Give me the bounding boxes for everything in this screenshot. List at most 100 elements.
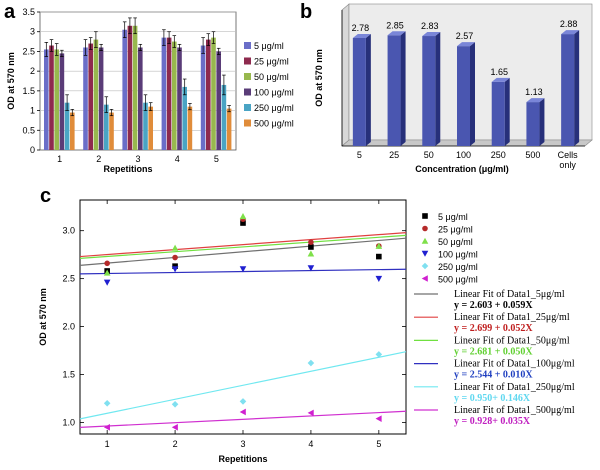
y-tick-label-a: 1.5 <box>22 86 35 96</box>
legend-marker-c <box>421 275 428 282</box>
bar-a <box>177 47 182 150</box>
data-point-c <box>375 275 383 282</box>
legend-fit-equation-c: y = 2.699 + 0.052X <box>454 323 533 334</box>
value-label-b: 1.65 <box>490 67 508 77</box>
x-tick-label-a: 3 <box>135 154 140 164</box>
bar-a <box>216 51 221 150</box>
data-point-c <box>239 213 247 220</box>
legend-fit-name-c: Linear Fit of Data1_25μg/ml <box>454 312 570 323</box>
data-point-c <box>308 244 314 250</box>
bar-a <box>132 25 138 150</box>
bar-a <box>83 47 88 150</box>
y-tick-label-a: 3.5 <box>22 7 35 17</box>
bar-a <box>109 112 114 150</box>
bar-a <box>138 47 143 150</box>
x-tick-label-b: 250 <box>491 150 506 160</box>
legend-marker-c <box>421 250 429 257</box>
legend-label-c: 100 μg/ml <box>438 250 478 260</box>
bar-side-b <box>504 77 510 146</box>
y-axis-title-b: OD at 570 nm <box>314 49 324 107</box>
x-tick-label-a: 2 <box>96 154 101 164</box>
data-point-c <box>103 400 111 407</box>
legend-label-c: 250 μg/ml <box>438 262 478 272</box>
x-tick-label-a: 4 <box>175 154 180 164</box>
bar-a <box>187 106 193 150</box>
panel-a-letter: a <box>4 1 16 23</box>
data-point-c <box>239 266 247 273</box>
legend-fit-name-c: Linear Fit of Data1_500μg/ml <box>454 405 575 416</box>
x-tick-label-c: 2 <box>173 439 178 449</box>
bar-a <box>161 37 167 150</box>
data-point-c <box>104 260 110 267</box>
legend-label-a: 50 μg/ml <box>254 72 289 82</box>
y-tick-label-a: 2 <box>30 66 35 76</box>
legend-fit-equation-c: y = 2.544 + 0.010X <box>454 370 533 381</box>
bar-a <box>221 84 227 150</box>
panel-b-letter: b <box>300 1 312 23</box>
data-point-c <box>239 398 247 405</box>
legend-marker-c <box>421 237 429 244</box>
legend-label-c: 5 μg/ml <box>438 212 468 222</box>
y-tick-label-c: 1.0 <box>62 417 75 427</box>
legend-label-a: 100 μg/ml <box>254 88 294 98</box>
data-point-c <box>240 220 246 226</box>
x-tick-label-b: 50 <box>424 150 434 160</box>
y-tick-label-a: 1 <box>30 106 35 116</box>
bar-a <box>70 112 75 150</box>
y-axis-title-a: OD at 570 nm <box>6 52 16 110</box>
data-point-c <box>375 351 383 358</box>
bar-top-b <box>491 77 510 82</box>
data-point-c <box>172 254 178 261</box>
fit-line-c <box>79 351 407 420</box>
data-point-c <box>171 266 179 273</box>
legend-swatch-a <box>244 73 251 80</box>
bar-side-b <box>574 30 580 146</box>
legend-marker-c <box>421 262 429 270</box>
x-tick-label-b: 500 <box>525 150 540 160</box>
legend-fit-equation-c: y = 2.681 + 0.050X <box>454 346 533 357</box>
data-point-c <box>307 265 315 272</box>
x-tick-label-c: 3 <box>240 439 245 449</box>
bar-a <box>206 39 211 150</box>
bar-b <box>526 102 540 146</box>
chart-a: 0 0.5 1 1.5 2 2.5 3 3.5 1 2 3 4 5 Repetitions OD at 57… <box>6 7 294 174</box>
data-point-c <box>375 415 382 422</box>
data-point-c <box>171 400 179 408</box>
bar-side-b <box>435 32 441 146</box>
y-tick-label-a: 3 <box>30 27 35 37</box>
bar-top-b <box>422 32 441 37</box>
x-axis-title-c: Repetitions <box>218 454 267 464</box>
bar-a <box>143 102 148 150</box>
bar-b <box>491 81 505 146</box>
fit-line-c <box>79 237 407 266</box>
bar-a <box>172 41 177 151</box>
bar-a <box>226 108 232 150</box>
bar-top-b <box>457 42 475 47</box>
bar-a <box>200 45 206 151</box>
y-tick-label-c: 2.0 <box>62 322 75 332</box>
legend-fit-name-c: Linear Fit of Data1_250μg/ml <box>454 382 575 393</box>
data-point-c <box>307 250 315 257</box>
value-label-b: 2.88 <box>560 19 578 29</box>
y-axis-title-c: OD at 570 nm <box>38 288 48 346</box>
legend-label-a: 500 μg/ml <box>254 119 294 129</box>
bar-top-b <box>387 31 406 36</box>
bar-b <box>457 46 470 146</box>
value-label-b: 1.13 <box>525 87 543 97</box>
legend-fit-equation-c: y = 0.950+ 0.146X <box>454 393 531 404</box>
x-tick-label-b: 100 <box>456 150 471 160</box>
legend-swatch-a <box>244 42 251 49</box>
fit-line-c <box>79 410 407 428</box>
bar-side-b <box>470 42 475 146</box>
chart-b: 2.78 5 2.85 25 2.83 50 2.57 100 1.65 250 1.13 500 2.… <box>314 3 593 174</box>
x-tick-label-a: 1 <box>57 154 62 164</box>
bar-side-b <box>400 31 406 147</box>
data-point-c <box>307 409 314 417</box>
bar-a <box>166 37 172 150</box>
panel-c-letter: c <box>40 185 51 207</box>
data-point-c <box>172 263 178 269</box>
x-tick-label-c: 1 <box>105 439 110 449</box>
x-axis-title-a: Repetitions <box>103 164 152 174</box>
chart-c: 1 2 3 4 5 1.0 1.5 2.0 2.5 3.0 Repetitions OD at 570… <box>38 199 575 464</box>
